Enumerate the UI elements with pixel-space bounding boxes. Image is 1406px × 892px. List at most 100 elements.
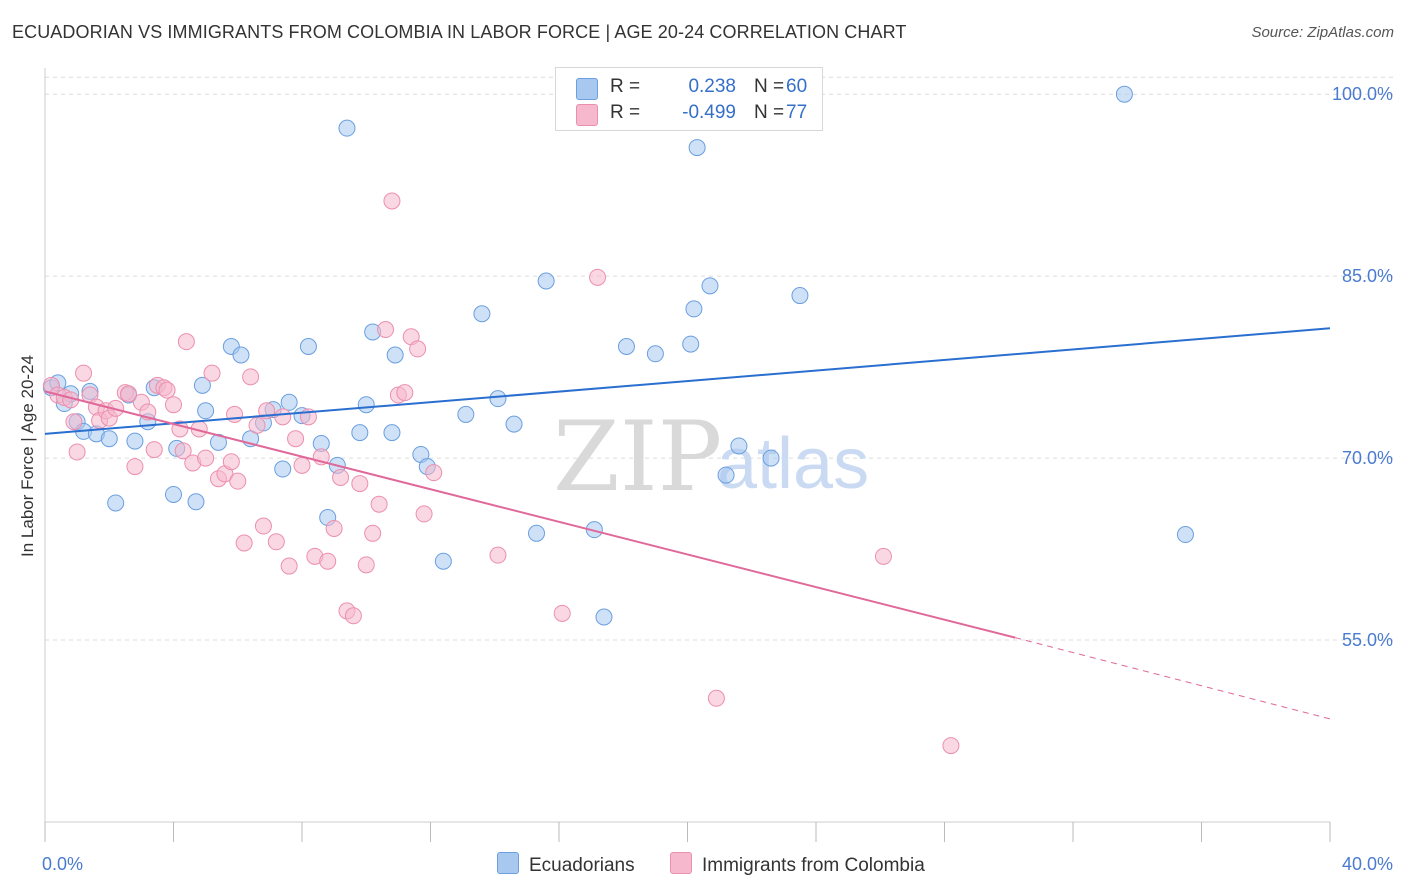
ecuadorian-point [701,277,719,295]
colombia-point [357,556,375,574]
colombia-point [553,604,571,622]
colombia-point [248,416,266,434]
colombia-point [197,449,215,467]
ecuadorian-point [505,415,523,433]
colombia-point [287,430,305,448]
ecuadorian-point [762,449,780,467]
ecuadorian-point [193,376,211,394]
r-label: R = [610,76,641,97]
ecuadorian-point [383,424,401,442]
ecuadorian-point [473,305,491,323]
colombia-point [274,408,292,426]
y-tick-label: 55.0% [1342,630,1393,650]
colombia-point [235,534,253,552]
ecuadorian-trend-line [44,327,1331,435]
colombia-point [267,533,285,551]
ecuadorian-point [685,300,703,318]
colombia-point [377,321,395,339]
ecuadorian-point [187,493,205,511]
y-tick-label: 85.0% [1342,266,1393,286]
legend-swatch-ecuadorians [576,78,598,100]
colombia-point [126,458,144,476]
trend-lines [44,327,1331,720]
colombia-point [174,442,192,460]
ecuadorian-point [489,390,507,408]
x-tick-label-min: 0.0% [42,854,83,874]
colombia-point [415,505,433,523]
ecuadorian-point [197,402,215,420]
legend-item-colombia[interactable]: Immigrants from Colombia [670,852,925,877]
ecuadorian-point [595,608,613,626]
watermark-atlas: atlas [717,424,869,504]
stats-legend: R = 0.238 N = 60 R = -0.499 N = 77 [555,67,823,131]
colombia-point [344,607,362,625]
colombia-point [254,517,272,535]
y-tick-labels: 55.0% 70.0% 85.0% 100.0% [1332,84,1393,650]
colombia-point [874,547,892,565]
ecuadorian-point [688,139,706,157]
ecuadorian-point [165,485,182,503]
colombia-trend-extension [1015,637,1331,720]
colombia-point [75,364,93,382]
ecuadorian-point [126,432,144,450]
ecuadorian-point [617,338,635,356]
ecuadorian-point [730,437,748,455]
legend-swatch-ecuadorians-bottom [497,852,519,874]
colombia-point [370,495,388,513]
ecuadorian-point [209,433,227,451]
n-label: N = [754,76,785,97]
legend-swatch-colombia-bottom [670,852,692,874]
y-tick-label: 100.0% [1332,84,1393,104]
colombia-point [165,396,182,414]
colombia-point [383,192,401,210]
legend-item-ecuadorians[interactable]: Ecuadorians [497,852,635,877]
legend-label-ecuadorians: Ecuadorians [529,855,635,876]
watermark-zip: ZIP [553,401,722,513]
colombia-point [489,546,507,564]
colombia-point [222,453,240,471]
colombia-trend-line [44,390,1016,639]
source-label: Source: ZipAtlas.com [1251,24,1394,41]
r-label: R = [610,102,641,123]
colombia-point [145,441,163,459]
colombia-point [229,472,247,490]
colombia-points [42,192,960,755]
colombia-point [364,524,382,542]
axes [44,68,1331,842]
colombia-point [707,689,725,707]
colombia-point [242,368,260,386]
legend-swatch-colombia [576,104,598,126]
r-value: 0.238 [688,76,736,97]
ecuadorian-point [386,346,404,364]
ecuadorian-point [537,272,555,290]
ecuadorian-point [717,466,735,484]
ecuadorian-point [100,430,118,448]
ecuadorian-point [457,405,475,423]
ecuadorian-point [232,346,250,364]
r-value: -0.499 [682,102,736,123]
colombia-point [65,413,83,431]
colombia-point [120,385,138,403]
ecuadorian-point [528,524,546,542]
ecuadorian-point [274,460,292,478]
colombia-point [425,464,443,482]
colombia-point [332,469,350,487]
legend-label-colombia: Immigrants from Colombia [702,855,925,876]
colombia-point [396,384,414,402]
ecuadorian-point [1176,526,1194,544]
n-label: N = [754,102,785,123]
ecuadorian-point [299,338,317,356]
colombia-point [942,737,960,755]
x-tick-label-max: 40.0% [1342,854,1393,874]
ecuadorian-point [280,393,298,411]
ecuadorian-point [107,494,125,512]
colombia-point [158,381,176,399]
n-value: 60 [786,76,808,97]
colombia-point [319,552,337,570]
colombia-point [409,340,427,358]
colombia-point [351,475,369,493]
ecuadorian-point [791,287,809,305]
ecuadorian-point [682,335,700,353]
colombia-point [589,268,607,286]
